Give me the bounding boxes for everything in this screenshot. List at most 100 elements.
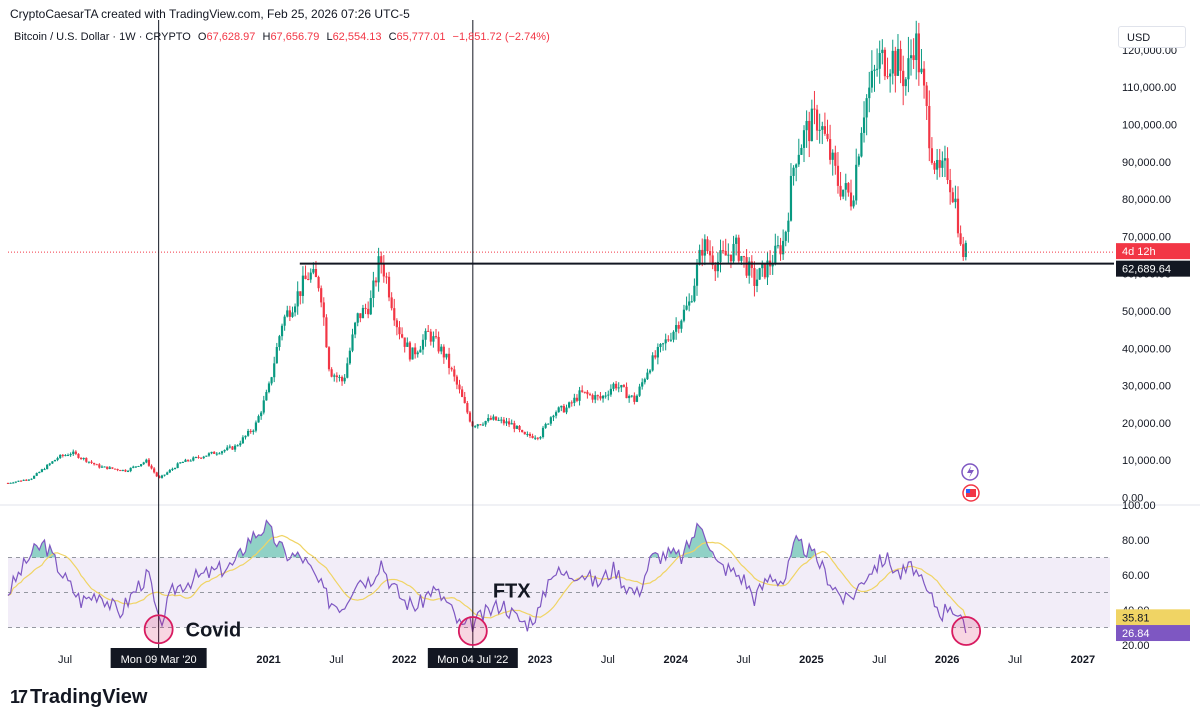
rsi-ma-value-label-box [1116, 609, 1190, 626]
candle-body [447, 353, 451, 369]
candle-body [909, 55, 913, 59]
candle-body [795, 164, 798, 168]
candle-body [236, 445, 239, 447]
candle-body [168, 470, 171, 473]
candle-body [489, 418, 492, 420]
candle-body [278, 336, 281, 348]
price-tick-label: 100,000.00 [1122, 119, 1177, 131]
candle-body [359, 313, 362, 319]
candle-body [502, 419, 505, 424]
candle-body [254, 422, 258, 431]
candle-body [291, 312, 294, 317]
candle-body [137, 465, 140, 467]
candle-body [90, 461, 93, 463]
time-tick-label: Jul [872, 654, 886, 666]
candle-body [617, 387, 620, 389]
rsi-overbought-fill [683, 523, 713, 558]
candle-body [688, 301, 691, 306]
candle-body [669, 339, 673, 341]
candle-body [403, 337, 406, 347]
tradingview-logo[interactable]: 17 TradingView [10, 686, 147, 709]
candle-body [956, 198, 960, 234]
candle-body [411, 347, 414, 360]
candle-body [920, 68, 923, 73]
candle-body [106, 466, 109, 469]
candle-body [659, 343, 662, 347]
candle-body [594, 395, 597, 400]
candle-body [12, 482, 15, 484]
candle-body [275, 347, 278, 364]
candle-body [797, 154, 800, 165]
candle-body [943, 158, 947, 161]
candle-body [189, 460, 192, 462]
candle-body [53, 459, 57, 462]
support-price-label-box [1116, 260, 1190, 277]
rsi-line [7, 519, 967, 634]
candle-body [317, 277, 320, 289]
candle-body [103, 466, 106, 468]
candle-body [870, 70, 873, 88]
candle-body [703, 239, 706, 256]
rsi-low-circle [951, 616, 982, 646]
candle-body [361, 307, 365, 319]
candle-body [941, 160, 944, 168]
candle-body [398, 327, 401, 335]
candle-body [400, 334, 404, 338]
candle-body [740, 256, 743, 261]
candle-body [682, 309, 686, 321]
candle-body [474, 426, 477, 428]
candle-body [547, 423, 550, 425]
crosshair-date-box [110, 648, 207, 668]
time-tick-label: 2022 [392, 654, 416, 666]
rsi-tick-label: 20.00 [1122, 640, 1150, 652]
candle-body [808, 120, 811, 142]
candle-body [860, 132, 863, 157]
candle-body [753, 268, 756, 286]
candle-body [416, 352, 419, 355]
tradingview-logo-text: TradingView [30, 686, 148, 708]
candle-body [126, 470, 130, 472]
price-tick-label: 40,000.00 [1122, 343, 1171, 355]
candle-body [622, 385, 626, 387]
candle-body [163, 474, 166, 476]
candle-body [424, 330, 427, 340]
flag-icon[interactable] [962, 484, 980, 502]
candle-body [434, 336, 438, 338]
countdown-label-box [1116, 243, 1190, 260]
candle-body [260, 412, 263, 417]
events-icon[interactable] [961, 463, 979, 481]
candle-body [896, 48, 900, 76]
candle-body [421, 339, 425, 350]
candle-body [192, 457, 195, 461]
open-label: O [197, 31, 207, 43]
candle-body [205, 455, 208, 457]
candle-body [680, 320, 683, 329]
candle-body [690, 301, 693, 303]
rsi-overbought-fill [237, 520, 285, 558]
candle-body [9, 482, 12, 484]
candle-body [779, 245, 782, 255]
time-tick-label: Jul [329, 654, 343, 666]
candle-body [160, 475, 164, 478]
candle-body [338, 376, 341, 378]
support-price-label: 62,689.64 [1122, 264, 1171, 276]
candle-body [171, 468, 174, 471]
candle-body [544, 423, 547, 428]
time-tick-label: Jul [1008, 654, 1022, 666]
candle-body [150, 465, 153, 469]
candle-body [938, 159, 941, 168]
candle-body [878, 53, 881, 69]
candle-body [69, 454, 72, 456]
candle-body [852, 200, 855, 207]
currency-button[interactable]: USD [1118, 26, 1186, 48]
candle-body [599, 396, 602, 399]
rsi-tick-label: 60.00 [1122, 570, 1150, 582]
candle-body [461, 389, 464, 397]
candle-body [936, 159, 939, 170]
candle-body [862, 117, 866, 133]
candle-body [834, 152, 837, 166]
candle-body [628, 395, 631, 399]
candle-body [301, 275, 305, 296]
candle-body [463, 396, 466, 404]
